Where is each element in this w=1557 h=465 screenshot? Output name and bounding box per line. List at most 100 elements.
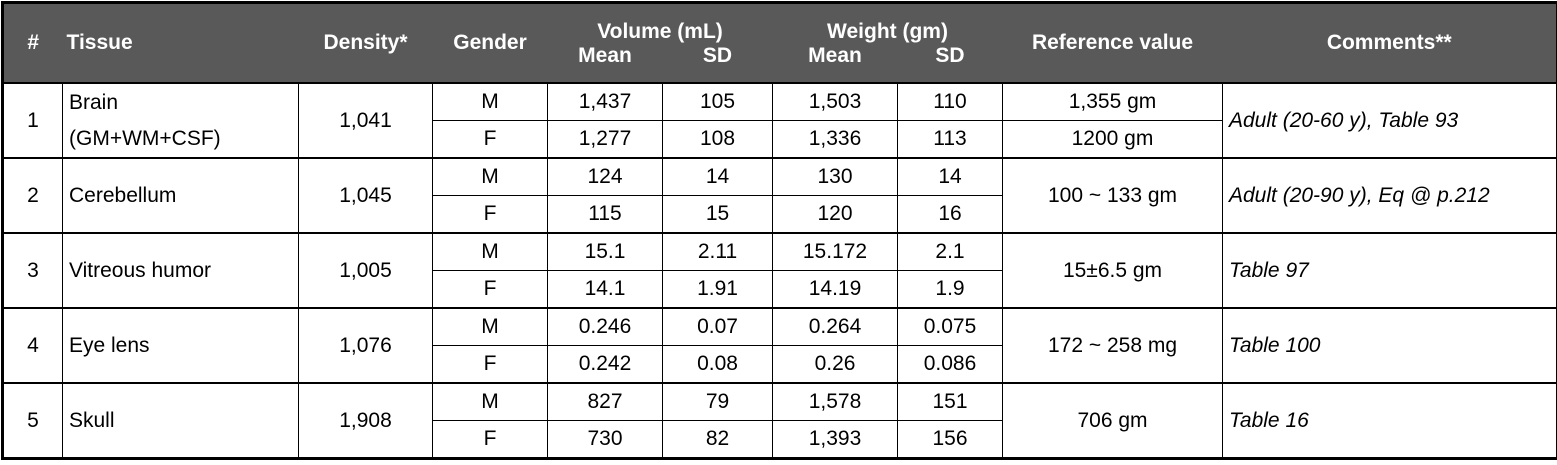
density-cell: 1,045 — [298, 157, 433, 234]
weight-sd-cell: 156 — [897, 420, 1003, 459]
weight-sd-cell: 151 — [897, 382, 1003, 421]
gender-cell: F — [432, 195, 548, 234]
gender-cell: F — [432, 270, 548, 309]
volume-sd-cell: 0.08 — [662, 345, 773, 384]
comment-cell: Adult (20-90 y), Eq @ p.212 — [1222, 157, 1557, 234]
volume-sd-cell: 2.11 — [662, 232, 773, 271]
volume-mean-cell: 15.1 — [547, 232, 663, 271]
weight-sd-cell: 0.075 — [897, 307, 1003, 346]
comment-cell: Adult (20-60 y), Table 93 — [1222, 82, 1557, 159]
table-row: 1 Brain (GM+WM+CSF) 1,041 M 1,437 105 1,503 110… — [2, 82, 1557, 159]
header-row: # Tissue Density* Gender Volume (mL) Wei… — [2, 2, 1557, 83]
volume-sd-cell: 14 — [662, 157, 773, 196]
density-cell: 1,908 — [298, 382, 433, 459]
density-cell: 1,041 — [298, 82, 433, 159]
number-cell: 4 — [2, 307, 63, 384]
gender-cell: F — [432, 120, 548, 159]
weight-sd-cell: 1.9 — [897, 270, 1003, 309]
volume-mean-cell: 0.246 — [547, 307, 663, 346]
volume-mean-cell: 124 — [547, 157, 663, 196]
volume-mean-cell: 827 — [547, 382, 663, 421]
table-row: 4 Eye lens 1,076 M 0.246 0.07 0.264 0.075 172 ~ … — [2, 307, 1557, 384]
reference-cell: 172 ~ 258 mg — [1002, 307, 1223, 384]
comment-cell: Table 16 — [1222, 382, 1557, 459]
weight-mean-cell: 0.26 — [772, 345, 898, 384]
reference-cell: 1,355 gm — [1002, 82, 1223, 121]
table-row: F 115 15 120 16 — [3, 195, 1557, 234]
header-cell: Mean — [772, 44, 898, 83]
weight-mean-cell: 130 — [772, 157, 898, 196]
gender-cell: M — [432, 232, 548, 271]
reference-cell: 15±6.5 gm — [1002, 232, 1223, 309]
weight-mean-cell: 1,503 — [772, 82, 898, 121]
table-row: F 730 82 1,393 156 — [3, 420, 1557, 459]
volume-mean-cell: 14.1 — [547, 270, 663, 309]
comment-cell: Table 97 — [1222, 232, 1557, 309]
header-cell: SD — [662, 44, 773, 83]
tissue-cell: Skull — [62, 382, 299, 459]
tissue-cell: Cerebellum — [62, 157, 299, 234]
volume-sd-cell: 0.07 — [662, 307, 773, 346]
weight-sd-cell: 0.086 — [897, 345, 1003, 384]
gender-cell: M — [432, 157, 548, 196]
number-cell: 2 — [2, 157, 63, 234]
table-body: 1 Brain (GM+WM+CSF) 1,041 M 1,437 105 1,503 110… — [2, 82, 1557, 459]
volume-sd-cell: 1.91 — [662, 270, 773, 309]
header-cell: Gender — [432, 2, 548, 83]
volume-mean-cell: 115 — [547, 195, 663, 234]
table-row: F 14.1 1.91 14.19 1.9 — [3, 270, 1557, 309]
table-row: 2 Cerebellum 1,045 M 124 14 130 14 100 ~ 133 gm A… — [2, 157, 1557, 234]
header-cell: Volume (mL) — [547, 2, 773, 44]
header-cell: Weight (gm) — [772, 2, 1003, 44]
volume-sd-cell: 79 — [662, 382, 773, 421]
density-cell: 1,005 — [298, 232, 433, 309]
gender-cell: F — [432, 345, 548, 384]
comment-cell: Table 100 — [1222, 307, 1557, 384]
header-cell: SD — [897, 44, 1003, 83]
density-cell: 1,076 — [298, 307, 433, 384]
volume-sd-cell: 82 — [662, 420, 773, 459]
header-row: Mean SD Mean SD — [3, 44, 1557, 83]
tissue-cell: Vitreous humor — [62, 232, 299, 309]
header-cell: Tissue — [62, 2, 299, 83]
volume-mean-cell: 1,277 — [547, 120, 663, 159]
weight-mean-cell: 1,578 — [772, 382, 898, 421]
header-cell: Reference value — [1002, 2, 1223, 83]
gender-cell: M — [432, 307, 548, 346]
table-header: # Tissue Density* Gender Volume (mL) Wei… — [2, 2, 1557, 83]
reference-cell: 706 gm — [1002, 382, 1223, 459]
table-row: F 1,277 108 1,336 113 1200 gm — [3, 120, 1557, 159]
tissue-cell: Eye lens — [62, 307, 299, 384]
volume-mean-cell: 730 — [547, 420, 663, 459]
weight-mean-cell: 0.264 — [772, 307, 898, 346]
tissue-cell: Brain (GM+WM+CSF) — [62, 82, 299, 159]
number-cell: 1 — [2, 82, 63, 159]
reference-cell: 100 ~ 133 gm — [1002, 157, 1223, 234]
weight-mean-cell: 1,336 — [772, 120, 898, 159]
gender-cell: M — [432, 382, 548, 421]
weight-sd-cell: 110 — [897, 82, 1003, 121]
volume-sd-cell: 15 — [662, 195, 773, 234]
weight-sd-cell: 113 — [897, 120, 1003, 159]
weight-mean-cell: 120 — [772, 195, 898, 234]
volume-mean-cell: 1,437 — [547, 82, 663, 121]
gender-cell: M — [432, 82, 548, 121]
weight-sd-cell: 16 — [897, 195, 1003, 234]
table-row: 3 Vitreous humor 1,005 M 15.1 2.11 15.172 2.1 15… — [2, 232, 1557, 309]
number-cell: 3 — [2, 232, 63, 309]
table-row: 5 Skull 1,908 M 827 79 1,578 151 706 gm Table 16 — [2, 382, 1557, 459]
weight-sd-cell: 2.1 — [897, 232, 1003, 271]
header-cell: Density* — [298, 2, 433, 83]
weight-sd-cell: 14 — [897, 157, 1003, 196]
reference-cell: 1200 gm — [1002, 120, 1223, 159]
header-cell: Mean — [547, 44, 663, 83]
volume-sd-cell: 105 — [662, 82, 773, 121]
header-cell: # — [2, 2, 63, 83]
volume-mean-cell: 0.242 — [547, 345, 663, 384]
volume-sd-cell: 108 — [662, 120, 773, 159]
weight-mean-cell: 1,393 — [772, 420, 898, 459]
header-cell: Comments** — [1222, 2, 1557, 83]
